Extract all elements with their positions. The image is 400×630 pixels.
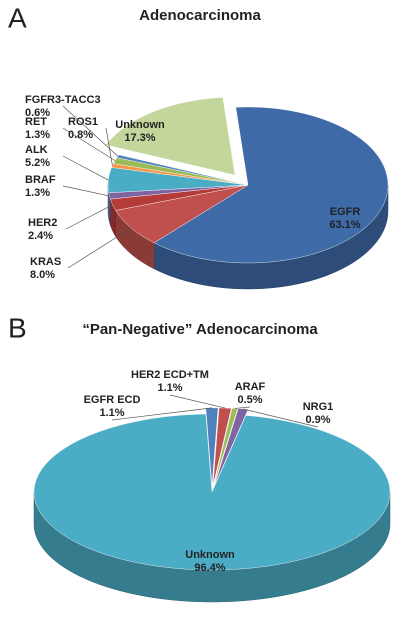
slice-category: HER2 [28, 217, 57, 229]
chart-title: Adenocarcinoma [139, 7, 261, 24]
leader-line [169, 394, 226, 409]
slice-value-label: 1.1% [157, 382, 182, 394]
leader-line [62, 127, 116, 161]
slice-value-label: 1.3% [25, 129, 50, 141]
pie-slice [153, 106, 389, 264]
slice-value-label: 1.3% [25, 187, 50, 199]
slice-category: Unknown [115, 119, 165, 131]
leader-line [67, 227, 132, 269]
slice-category: EGFR [330, 206, 361, 218]
slice-value-label: 63.1% [329, 219, 360, 231]
slice-value-label: 2.4% [28, 230, 53, 242]
leader-line [111, 407, 212, 421]
leader-line [65, 204, 113, 230]
leader-line [62, 185, 110, 197]
slice-category: ALK [25, 144, 48, 156]
pie-slice [105, 97, 236, 176]
slice-value-label: 0.5% [237, 394, 262, 406]
leader-line [234, 406, 251, 409]
slice-value-label: 8.0% [30, 269, 55, 281]
slice-category: BRAF [25, 174, 56, 186]
slice-category: RET [25, 116, 47, 128]
slice-value-label: 96.4% [194, 562, 225, 574]
slice-category: ARAF [235, 381, 266, 393]
pie-slice [110, 184, 249, 211]
slice-category: NRG1 [303, 401, 334, 413]
panel-label: A [8, 2, 27, 33]
slice-value-label: 17.3% [124, 132, 155, 144]
slice-category: ROS1 [68, 116, 98, 128]
slice-value-label: 1.1% [99, 407, 124, 419]
slice-value-label: 5.2% [25, 157, 50, 169]
slice-value-label: 0.8% [68, 129, 93, 141]
chart-title: “Pan-Negative” Adenocarcinoma [82, 321, 318, 338]
slice-category: EGFR ECD [84, 394, 141, 406]
leader-line [105, 127, 113, 166]
slice-category: Unknown [185, 549, 235, 561]
leader-line [62, 155, 109, 181]
panel-label: B [8, 312, 27, 343]
slice-category: KRAS [30, 256, 61, 268]
pie-slice [33, 413, 391, 571]
slice-value-label: 0.6% [25, 107, 50, 119]
slice-category: HER2 ECD+TM [131, 369, 209, 381]
slice-category: FGFR3-TACC3 [25, 94, 101, 106]
pie-slice [115, 184, 249, 244]
leader-line [62, 105, 119, 157]
leader-line [243, 408, 319, 428]
slice-value-label: 0.9% [305, 414, 330, 426]
